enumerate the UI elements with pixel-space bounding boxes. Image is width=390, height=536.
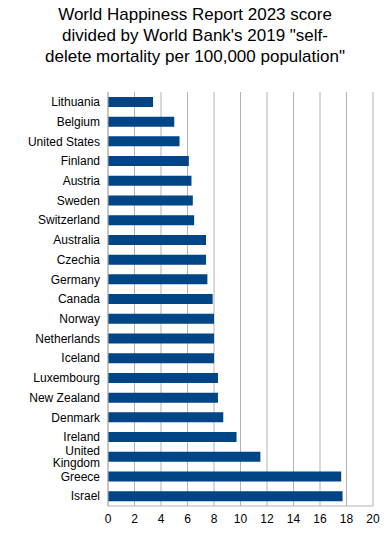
svg-text:2: 2 xyxy=(131,512,138,526)
svg-text:12: 12 xyxy=(260,512,274,526)
svg-text:Finland: Finland xyxy=(61,154,100,168)
svg-text:10: 10 xyxy=(234,512,248,526)
svg-text:Netherlands: Netherlands xyxy=(35,332,100,346)
svg-text:Sweden: Sweden xyxy=(57,194,100,208)
svg-text:Belgium: Belgium xyxy=(57,115,100,129)
svg-text:18: 18 xyxy=(340,512,354,526)
svg-text:20: 20 xyxy=(366,512,380,526)
svg-text:Luxembourg: Luxembourg xyxy=(33,371,100,385)
svg-text:Lithuania: Lithuania xyxy=(51,95,100,109)
svg-text:Iceland: Iceland xyxy=(61,351,100,365)
svg-text:Canada: Canada xyxy=(58,292,100,306)
svg-text:0: 0 xyxy=(105,512,112,526)
svg-text:UnitedKingdom: UnitedKingdom xyxy=(53,444,100,470)
html-text:World Happiness Report 2023 sc: World Happiness Report 2023 score xyxy=(58,5,332,24)
svg-text:New Zealand: New Zealand xyxy=(29,391,100,405)
svg-text:16: 16 xyxy=(313,512,327,526)
svg-text:14: 14 xyxy=(287,512,301,526)
html-text:divided by World Bank's 2019 ": divided by World Bank's 2019 "self- xyxy=(62,26,328,45)
svg-text:Ireland: Ireland xyxy=(63,430,100,444)
svg-text:Germany: Germany xyxy=(51,273,100,287)
svg-text:8: 8 xyxy=(211,512,218,526)
svg-text:Israel: Israel xyxy=(71,489,100,503)
svg-text:Denmark: Denmark xyxy=(51,411,101,425)
svg-text:United States: United States xyxy=(28,135,100,149)
svg-text:Austria: Austria xyxy=(63,174,101,188)
svg-text:Australia: Australia xyxy=(53,233,100,247)
svg-text:Norway: Norway xyxy=(59,312,100,326)
svg-text:6: 6 xyxy=(184,512,191,526)
svg-text:4: 4 xyxy=(158,512,165,526)
html-text:delete mortality per 100,000 p: delete mortality per 100,000 population" xyxy=(45,47,345,66)
svg-text:Greece: Greece xyxy=(61,470,101,484)
svg-text:Switzerland: Switzerland xyxy=(38,213,100,227)
svg-text:Czechia: Czechia xyxy=(57,253,101,267)
